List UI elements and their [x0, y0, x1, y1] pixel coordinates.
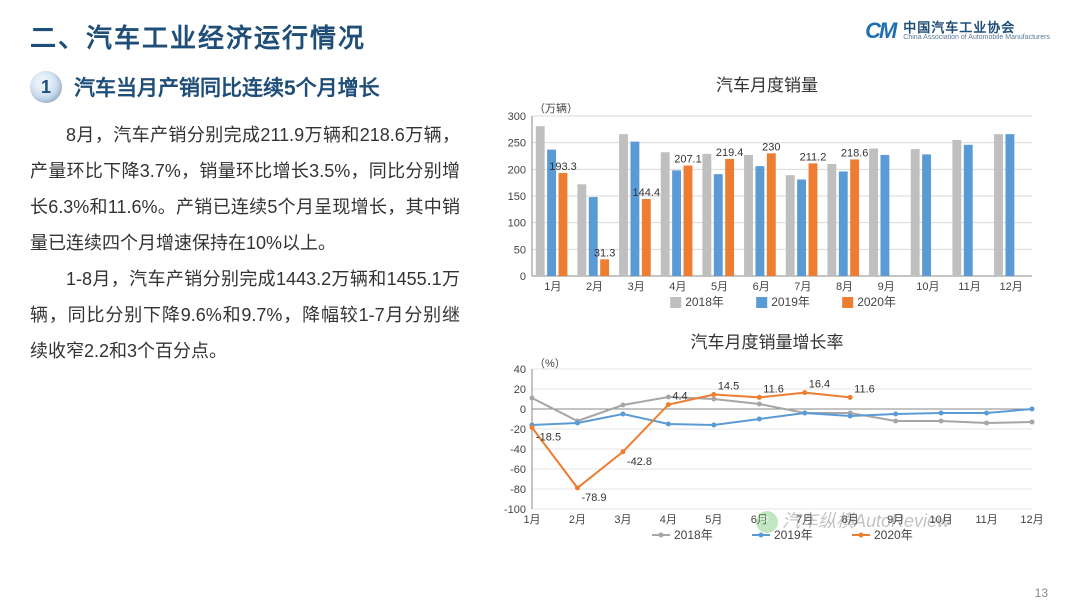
line-chart: （%）-100-80-60-40-20020401月2月3月4月5月6月7月8月…: [484, 355, 1044, 555]
line-chart-title: 汽车月度销量增长率: [484, 328, 1050, 353]
content-row: 1 汽车当月产销同比连续5个月增长 8月，汽车产销分别完成211.9万辆和218…: [30, 71, 1050, 555]
svg-text:11月: 11月: [975, 514, 997, 526]
svg-text:3月: 3月: [628, 281, 645, 293]
svg-text:-80: -80: [510, 484, 526, 496]
body-text: 8月，汽车产销分别完成211.9万辆和218.6万辆，产量环比下降3.7%，销量…: [30, 117, 460, 369]
svg-text:16.4: 16.4: [809, 379, 830, 391]
svg-text:10月: 10月: [929, 514, 952, 526]
page-number: 13: [1035, 586, 1048, 600]
paragraph-1: 8月，汽车产销分别完成211.9万辆和218.6万辆，产量环比下降3.7%，销量…: [30, 117, 460, 261]
svg-text:（%）: （%）: [534, 357, 566, 370]
svg-text:2018年: 2018年: [685, 295, 724, 309]
svg-text:219.4: 219.4: [716, 147, 744, 159]
svg-text:40: 40: [514, 364, 526, 376]
svg-text:2019年: 2019年: [771, 295, 810, 309]
svg-text:4月: 4月: [660, 514, 677, 526]
bar-chart-title: 汽车月度销量: [484, 71, 1050, 96]
svg-text:8月: 8月: [836, 281, 853, 293]
svg-text:5月: 5月: [711, 281, 728, 293]
svg-text:11.6: 11.6: [763, 383, 784, 395]
svg-text:200: 200: [508, 164, 526, 176]
svg-text:10月: 10月: [916, 281, 939, 293]
svg-text:7月: 7月: [796, 514, 813, 526]
line-chart-box: 汽车月度销量增长率 （%）-100-80-60-40-20020401月2月3月…: [484, 328, 1050, 555]
logo-text-cn: 中国汽车工业协会: [903, 21, 1050, 34]
svg-text:2月: 2月: [569, 514, 586, 526]
subhead-title: 汽车当月产销同比连续5个月增长: [74, 72, 380, 102]
svg-text:50: 50: [514, 244, 526, 256]
svg-text:12月: 12月: [1000, 281, 1023, 293]
bar-chart: （万辆） 0 50 100 150 200 250 300 1月 2月 3月 4月 5月 6月 7月 8月 9月…: [484, 98, 1044, 318]
left-column: 1 汽车当月产销同比连续5个月增长 8月，汽车产销分别完成211.9万辆和218…: [30, 71, 460, 555]
svg-text:150: 150: [508, 191, 526, 203]
svg-text:4月: 4月: [669, 281, 686, 293]
right-column: 汽车月度销量 （万辆）0501001502002503001月2月3月4月5月6…: [484, 71, 1050, 555]
slide: 二、汽车工业经济运行情况 CM 中国汽车工业协会 China Associati…: [0, 0, 1080, 608]
logo-mark-icon: CM: [865, 18, 895, 44]
svg-text:-20: -20: [510, 424, 526, 436]
svg-text:4.4: 4.4: [672, 391, 687, 403]
svg-text:-60: -60: [510, 464, 526, 476]
logo: CM 中国汽车工业协会 China Association of Automob…: [865, 18, 1050, 44]
svg-text:6月: 6月: [751, 514, 768, 526]
svg-text:230: 230: [762, 141, 780, 153]
svg-text:3月: 3月: [614, 514, 631, 526]
svg-text:-18.5: -18.5: [536, 432, 561, 444]
svg-text:0: 0: [520, 271, 526, 283]
svg-text:-40: -40: [510, 444, 526, 456]
svg-text:2018年: 2018年: [674, 528, 713, 542]
svg-text:250: 250: [508, 138, 526, 150]
svg-text:14.5: 14.5: [718, 381, 739, 393]
logo-text-en: China Association of Automobile Manufact…: [903, 34, 1050, 41]
svg-text:7月: 7月: [794, 281, 811, 293]
svg-text:11月: 11月: [958, 281, 980, 293]
svg-text:-78.9: -78.9: [581, 492, 606, 504]
svg-text:20: 20: [514, 384, 526, 396]
svg-text:207.1: 207.1: [674, 154, 702, 166]
svg-text:12月: 12月: [1020, 514, 1043, 526]
paragraph-2: 1-8月，汽车产销分别完成1443.2万辆和1455.1万辆，同比分别下降9.6…: [30, 261, 460, 369]
svg-text:1月: 1月: [523, 514, 540, 526]
svg-text:211.2: 211.2: [800, 151, 827, 163]
svg-text:300: 300: [508, 111, 526, 123]
svg-text:（万辆）: （万辆）: [534, 101, 578, 115]
svg-text:2月: 2月: [586, 281, 603, 293]
svg-text:9月: 9月: [878, 281, 895, 293]
svg-text:8月: 8月: [842, 514, 859, 526]
section-title: 二、汽车工业经济运行情况: [30, 18, 366, 55]
svg-text:0: 0: [520, 404, 526, 416]
svg-text:100: 100: [508, 218, 526, 230]
svg-text:31.3: 31.3: [594, 247, 615, 259]
bar-chart-box: 汽车月度销量 （万辆） 0 50 100 150 200 250 300 1月 2月 3月 4月 5月 6…: [484, 71, 1050, 318]
header: 二、汽车工业经济运行情况 CM 中国汽车工业协会 China Associati…: [30, 18, 1050, 55]
svg-text:2019年: 2019年: [774, 528, 813, 542]
svg-text:2020年: 2020年: [857, 295, 896, 309]
svg-text:2020年: 2020年: [874, 528, 913, 542]
bullet-number-badge: 1: [30, 71, 62, 103]
svg-text:11.6: 11.6: [854, 383, 875, 395]
subhead: 1 汽车当月产销同比连续5个月增长: [30, 71, 460, 103]
svg-text:1月: 1月: [544, 281, 561, 293]
svg-text:6月: 6月: [753, 281, 770, 293]
svg-text:5月: 5月: [705, 514, 722, 526]
svg-text:144.4: 144.4: [633, 187, 661, 199]
svg-text:218.6: 218.6: [841, 147, 869, 159]
svg-text:193.3: 193.3: [549, 161, 577, 173]
svg-text:9月: 9月: [887, 514, 904, 526]
svg-text:-42.8: -42.8: [627, 456, 652, 468]
